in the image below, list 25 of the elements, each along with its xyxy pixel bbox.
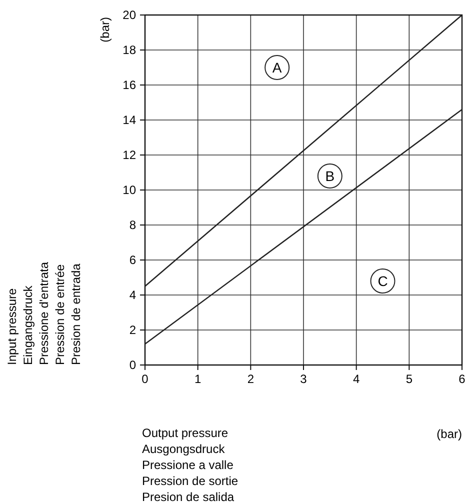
- y-tick-label: 8: [129, 218, 136, 232]
- x-tick-label: 3: [300, 372, 308, 386]
- x-tick-label: 4: [352, 372, 360, 386]
- annotation: C: [378, 273, 388, 289]
- x-tick-label: 0: [142, 372, 149, 386]
- y-tick-label: 2: [129, 323, 136, 337]
- y-tick-label: 0: [129, 358, 136, 372]
- text: (bar): [436, 427, 462, 441]
- x-tick-label: 5: [406, 372, 413, 386]
- y-tick-label: 10: [122, 183, 136, 197]
- y-tick-label: 16: [122, 78, 136, 92]
- x-tick-label: 6: [458, 372, 466, 386]
- y-tick-label: 6: [129, 253, 136, 267]
- y-tick-label: 14: [122, 113, 136, 127]
- x-tick-label: 2: [247, 372, 254, 386]
- y-tick-label: 4: [129, 288, 136, 302]
- annotation: A: [272, 60, 282, 76]
- y-tick-label: 12: [122, 148, 136, 162]
- y-axis-title: Input pressure Eingangsdruck Pressione d'entrata Pression de entrée Presion de entrada: [5, 262, 83, 365]
- y-tick-label: 18: [122, 43, 136, 57]
- y-tick-label: 20: [122, 8, 136, 22]
- x-axis-title: Output pressure Ausgongsdruck Pressione a valle Pression de sortie Presion de salida: [142, 426, 238, 503]
- annotation: B: [325, 168, 335, 184]
- text: (bar): [98, 17, 112, 42]
- x-tick-label: 1: [194, 372, 202, 386]
